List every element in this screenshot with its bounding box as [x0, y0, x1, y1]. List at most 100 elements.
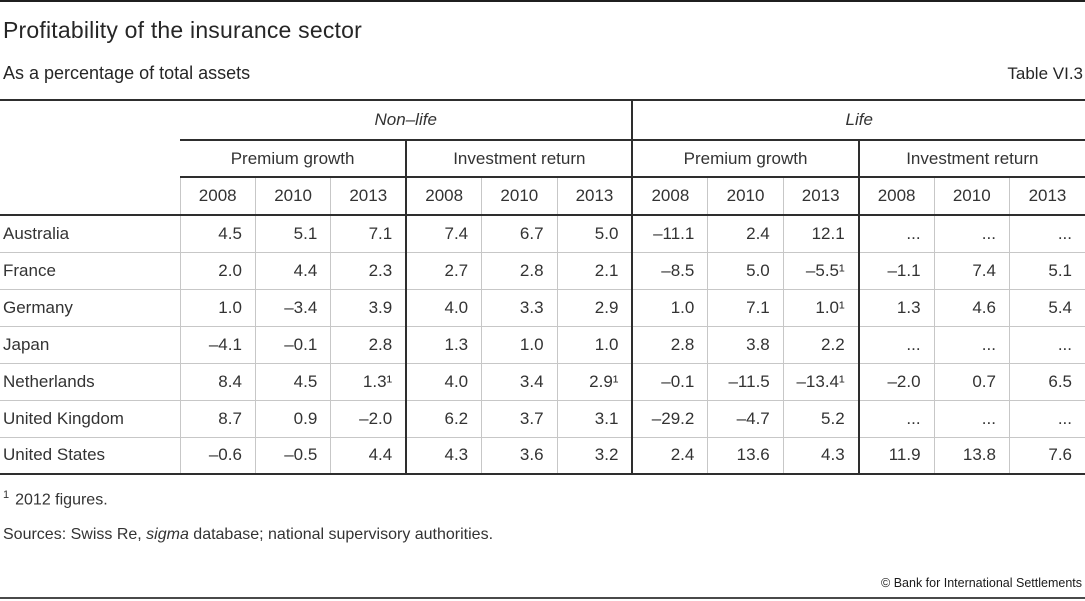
value-cell: 7.4: [933, 252, 1010, 290]
value-cell: –0.1: [631, 363, 708, 401]
value-cell: 3.1: [556, 400, 633, 438]
value-cell: 4.4: [254, 252, 331, 290]
value-cell: 2.8: [481, 252, 558, 290]
footnote-text: 2012 figures.: [15, 491, 108, 509]
value-cell: 5.0: [556, 215, 633, 253]
value-cell: 4.4: [330, 437, 407, 475]
value-cell: 3.8: [707, 326, 784, 364]
subheader-nonlife-investment-return: Investment return: [405, 140, 633, 178]
subgroup-header-row: Premium growth Investment return Premium…: [0, 140, 1085, 178]
value-cell: ...: [857, 400, 935, 438]
value-cell: 4.5: [254, 363, 331, 401]
subheader-life-investment-return: Investment return: [857, 140, 1085, 178]
value-cell: 1.3: [405, 326, 482, 364]
value-cell: 8.7: [179, 400, 256, 438]
value-cell: 3.9: [330, 289, 407, 327]
value-cell: –2.0: [857, 363, 935, 401]
sources-line: Sources: Swiss Re, sigma database; natio…: [3, 526, 1085, 544]
country-label: United Kingdom: [0, 400, 180, 438]
subtitle-row: As a percentage of total assets Table VI…: [3, 63, 1083, 84]
table-row-netherlands: Netherlands 8.4 4.5 1.3¹ 4.0 3.4 2.9¹ –0…: [0, 363, 1085, 401]
value-cell: 4.5: [179, 215, 256, 253]
subheader-life-premium-growth: Premium growth: [631, 140, 859, 178]
table-row-united-kingdom: United Kingdom 8.7 0.9 –2.0 6.2 3.7 3.1 …: [0, 400, 1085, 438]
value-cell: 2.4: [631, 437, 708, 475]
value-cell: 1.3: [857, 289, 935, 327]
table-row-france: France 2.0 4.4 2.3 2.7 2.8 2.1 –8.5 5.0 …: [0, 252, 1085, 290]
value-cell: 2.9¹: [556, 363, 633, 401]
footnote: 1 2012 figures.: [3, 489, 1085, 509]
country-label: Netherlands: [0, 363, 180, 401]
value-cell: 1.0: [631, 289, 708, 327]
year-header: 2008: [405, 177, 482, 216]
value-cell: –1.1: [857, 252, 935, 290]
value-cell: ...: [1008, 215, 1085, 253]
value-cell: 12.1: [782, 215, 859, 253]
value-cell: –3.4: [254, 289, 331, 327]
value-cell: –0.1: [254, 326, 331, 364]
year-header: 2008: [179, 177, 256, 216]
value-cell: ...: [933, 215, 1010, 253]
value-cell: 3.2: [556, 437, 633, 475]
value-cell: 2.0: [179, 252, 256, 290]
value-cell: –11.1: [631, 215, 708, 253]
value-cell: 4.6: [933, 289, 1010, 327]
value-cell: –5.5¹: [782, 252, 859, 290]
value-cell: –0.6: [179, 437, 256, 475]
value-cell: –29.2: [631, 400, 708, 438]
value-cell: 2.4: [707, 215, 784, 253]
value-cell: 6.5: [1008, 363, 1085, 401]
year-header: 2010: [933, 177, 1010, 216]
value-cell: 3.3: [481, 289, 558, 327]
value-cell: 7.6: [1008, 437, 1085, 475]
value-cell: 1.3¹: [330, 363, 407, 401]
value-cell: 2.9: [556, 289, 633, 327]
value-cell: 13.6: [707, 437, 784, 475]
value-cell: 7.1: [707, 289, 784, 327]
value-cell: 4.3: [782, 437, 859, 475]
value-cell: 2.2: [782, 326, 859, 364]
value-cell: ...: [1008, 326, 1085, 364]
header-stub: [0, 177, 180, 216]
year-header: 2013: [330, 177, 407, 216]
year-header: 2010: [254, 177, 331, 216]
value-cell: 11.9: [857, 437, 935, 475]
subheader-nonlife-premium-growth: Premium growth: [180, 140, 407, 178]
value-cell: 1.0¹: [782, 289, 859, 327]
table-row-united-states: United States –0.6 –0.5 4.4 4.3 3.6 3.2 …: [0, 437, 1085, 475]
value-cell: 1.0: [556, 326, 633, 364]
country-label: United States: [0, 437, 180, 475]
value-cell: 2.7: [405, 252, 482, 290]
value-cell: 4.3: [405, 437, 482, 475]
footnote-marker: 1: [3, 489, 10, 501]
group-header-row: Non–life Life: [0, 100, 1085, 141]
value-cell: 1.0: [179, 289, 256, 327]
country-label: France: [0, 252, 180, 290]
year-header: 2013: [1008, 177, 1085, 216]
value-cell: 6.2: [405, 400, 482, 438]
value-cell: ...: [933, 326, 1010, 364]
year-header-row: 2008 2010 2013 2008 2010 2013 2008 2010 …: [0, 177, 1085, 216]
value-cell: 2.8: [330, 326, 407, 364]
value-cell: 2.8: [631, 326, 708, 364]
page-title: Profitability of the insurance sector: [3, 17, 362, 43]
value-cell: 5.1: [1008, 252, 1085, 290]
value-cell: 4.0: [405, 363, 482, 401]
value-cell: 5.1: [254, 215, 331, 253]
value-cell: 7.4: [405, 215, 482, 253]
value-cell: 7.1: [330, 215, 407, 253]
country-label: Australia: [0, 215, 180, 253]
value-cell: –4.7: [707, 400, 784, 438]
year-header: 2008: [857, 177, 935, 216]
copyright-notice: © Bank for International Settlements: [881, 576, 1082, 590]
page-subtitle: As a percentage of total assets: [3, 63, 251, 83]
value-cell: ...: [857, 215, 935, 253]
value-cell: 5.4: [1008, 289, 1085, 327]
value-cell: 0.9: [254, 400, 331, 438]
year-header: 2013: [556, 177, 633, 216]
header-stub: [0, 100, 180, 140]
value-cell: –8.5: [631, 252, 708, 290]
value-cell: ...: [857, 326, 935, 364]
year-header: 2008: [631, 177, 708, 216]
